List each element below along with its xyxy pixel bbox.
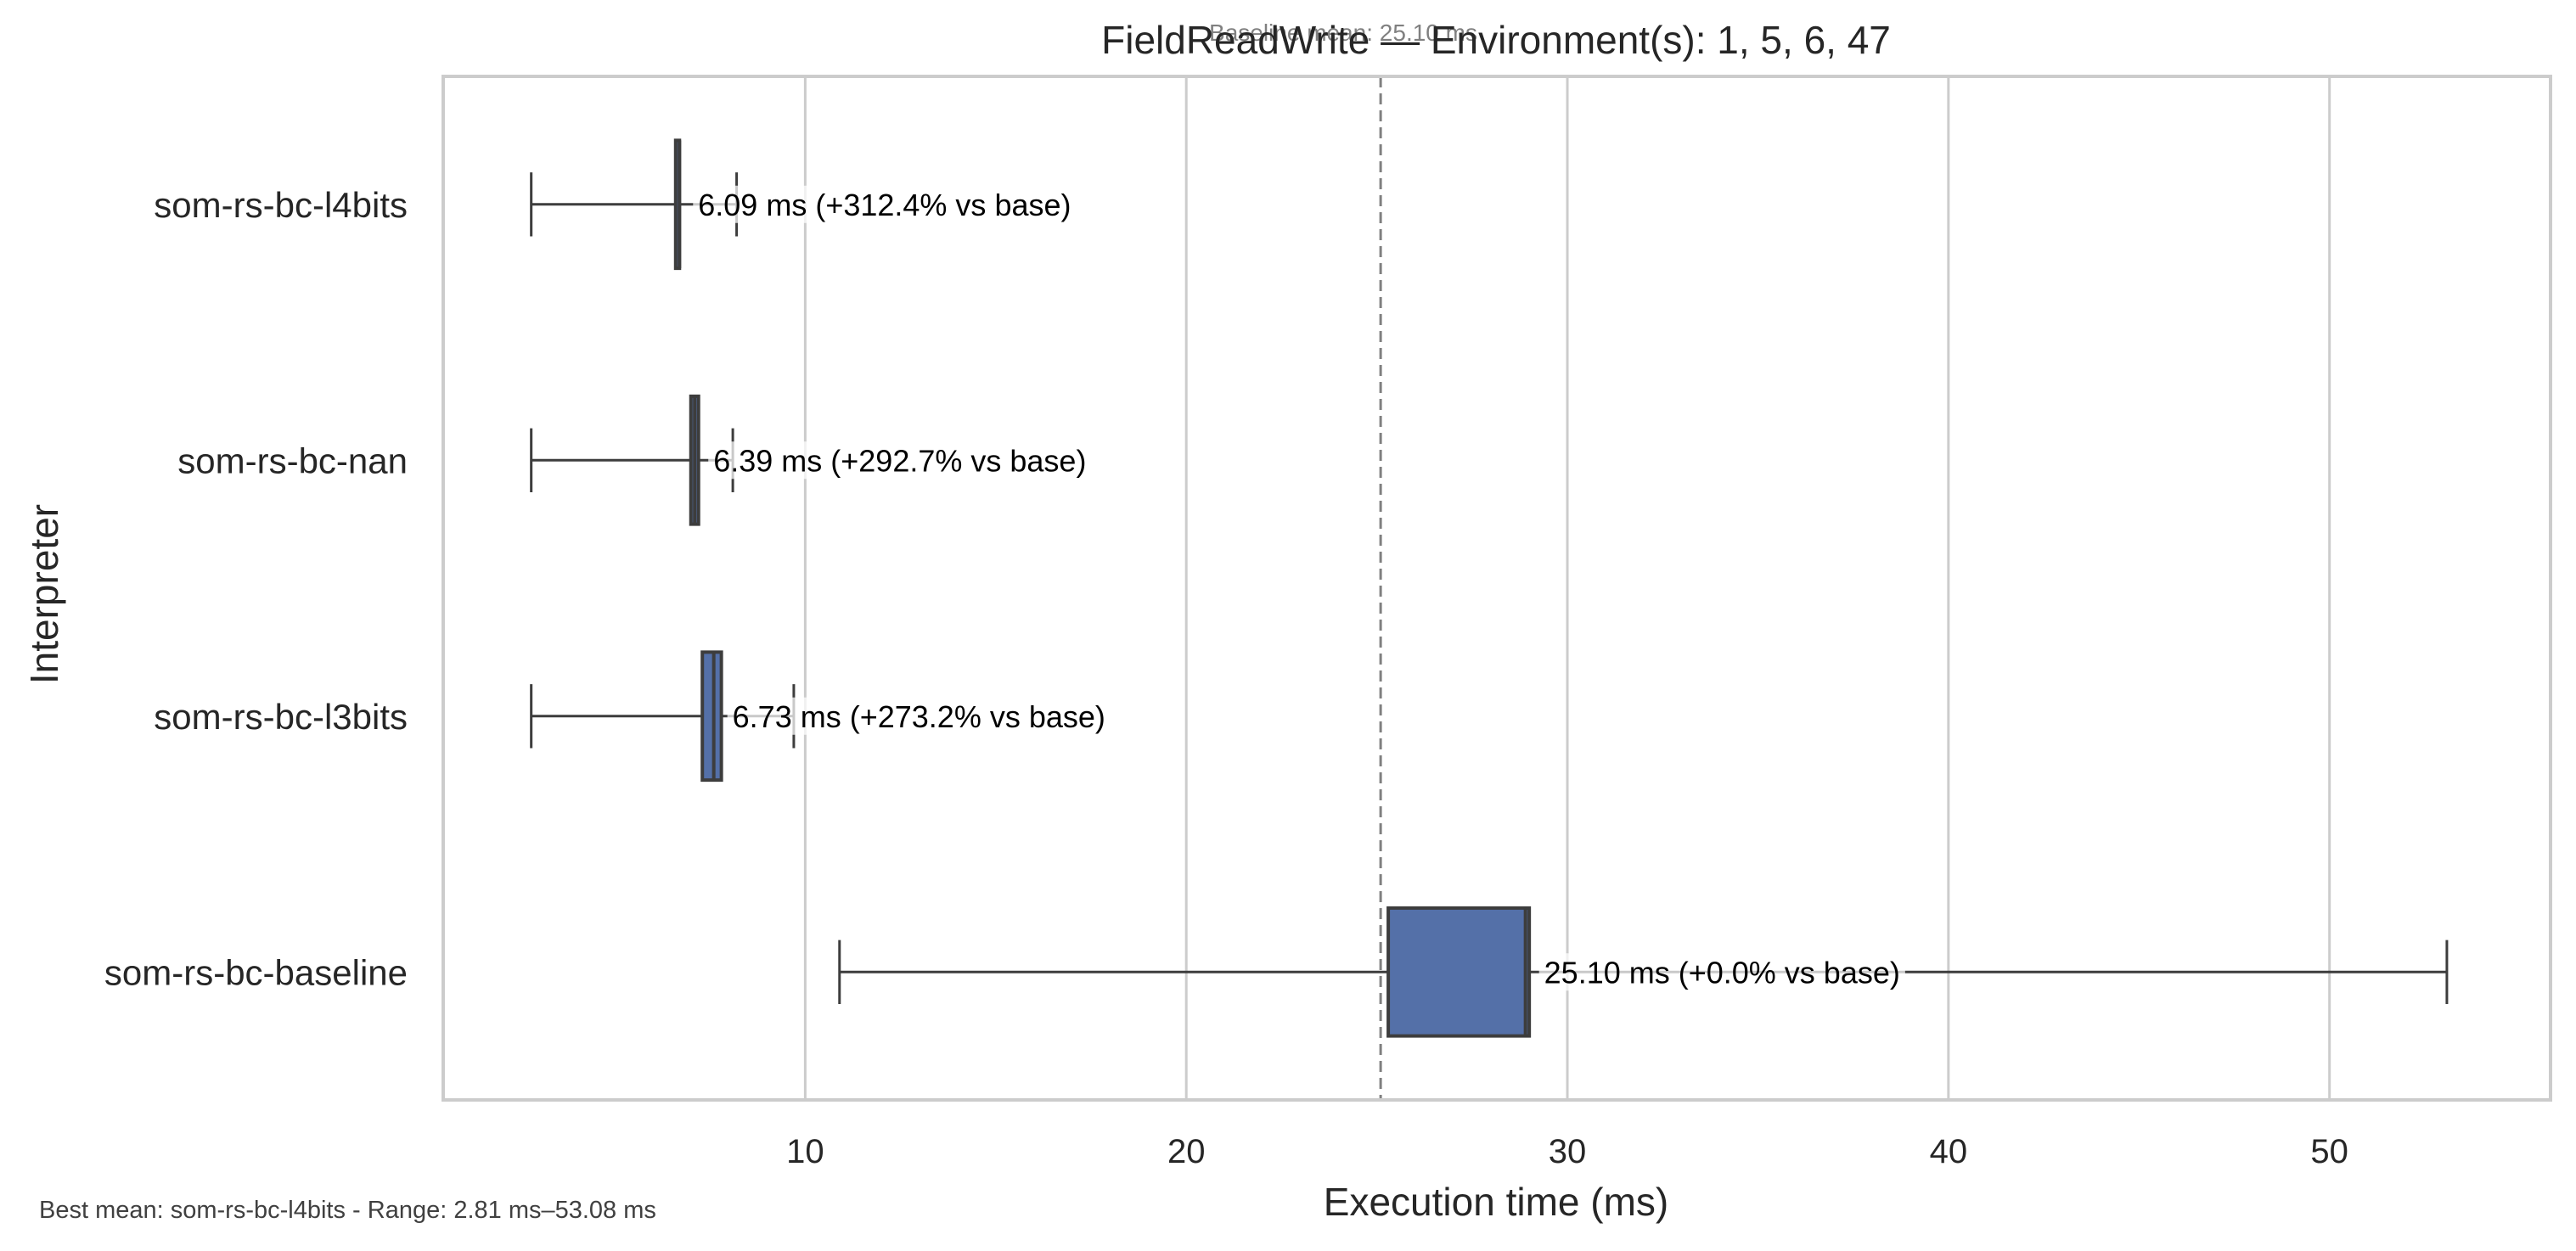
data-label-bg — [708, 441, 1092, 480]
x-tick-labels: 10 20 30 40 50 — [786, 1133, 2348, 1170]
plot-frame — [442, 75, 2552, 1102]
data-label-bg — [727, 697, 1111, 735]
y-tick-label: som-rs-bc-baseline — [104, 952, 408, 992]
y-tick-label: som-rs-bc-l3bits — [154, 697, 408, 737]
y-tick-labels: som-rs-bc-l4bits som-rs-bc-nan som-rs-bc-l… — [104, 185, 408, 993]
footer-summary: Best mean: som-rs-bc-l4bits - Range: 2.8… — [39, 1197, 656, 1224]
chart-title: FieldReadWrite — Environment(s): 1, 5, 6… — [1101, 18, 1891, 62]
x-tick-label: 20 — [1167, 1133, 1206, 1170]
box-group — [530, 394, 734, 526]
data-label: 6.09 ms (+312.4% vs base) — [693, 185, 1077, 223]
x-axis-label: Execution time (ms) — [1324, 1180, 1668, 1224]
data-label-bg — [693, 185, 1077, 223]
data-label-text: 6.73 ms (+273.2% vs base) — [733, 699, 1105, 734]
x-tick-label: 10 — [786, 1133, 824, 1170]
data-label: 6.39 ms (+292.7% vs base) — [708, 441, 1092, 480]
data-labels: 6.09 ms (+312.4% vs base) 6.39 ms (+292.7… — [693, 185, 1905, 991]
baseline-mean-text: Baseline mean: 25.10 ms — [1209, 20, 1477, 46]
box-iqr — [700, 650, 723, 783]
x-tick-label: 30 — [1549, 1133, 1587, 1170]
data-label-bg — [1538, 953, 1905, 991]
data-label: 25.10 ms (+0.0% vs base) — [1538, 953, 1905, 991]
x-tick-label: 40 — [1930, 1133, 1968, 1170]
grid-lines — [803, 76, 2331, 1100]
box-series — [530, 138, 2449, 1038]
x-tick-label: 50 — [2310, 1133, 2348, 1170]
y-tick-label: som-rs-bc-nan — [177, 440, 408, 480]
box-iqr — [1386, 906, 1532, 1038]
data-label: 6.73 ms (+273.2% vs base) — [727, 697, 1111, 735]
y-axis-label: Interpreter — [22, 504, 66, 684]
data-label-text: 6.39 ms (+292.7% vs base) — [713, 443, 1086, 478]
box-group — [530, 138, 739, 271]
y-tick-label: som-rs-bc-l4bits — [154, 185, 408, 225]
data-label-text: 25.10 ms (+0.0% vs base) — [1544, 955, 1900, 990]
data-label-text: 6.09 ms (+312.4% vs base) — [698, 188, 1071, 222]
